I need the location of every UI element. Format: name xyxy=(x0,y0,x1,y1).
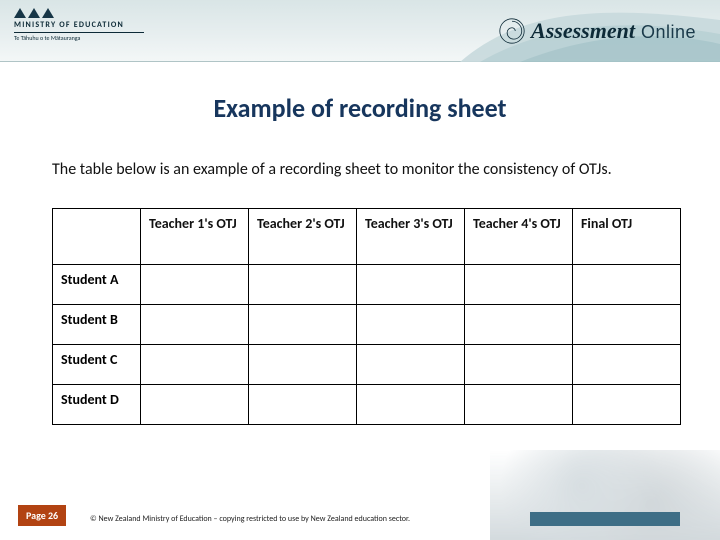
table-cell xyxy=(573,265,681,305)
table-cell xyxy=(465,305,573,345)
table-cell xyxy=(141,385,249,425)
table-row: Student B xyxy=(53,305,681,345)
table-cell xyxy=(465,345,573,385)
row-label-a: Student A xyxy=(53,265,141,305)
row-label-d: Student D xyxy=(53,385,141,425)
page-number-badge: Page 26 xyxy=(18,505,66,526)
moe-wordmark: MINISTRY OF EDUCATION xyxy=(14,20,144,33)
table-header-final: Final OTJ xyxy=(573,209,681,265)
slide-title: Example of recording sheet xyxy=(0,92,720,124)
table-cell xyxy=(249,385,357,425)
table-header-t1: Teacher 1's OTJ xyxy=(141,209,249,265)
table-cell xyxy=(141,305,249,345)
table-cell xyxy=(141,265,249,305)
recording-sheet-table: Teacher 1's OTJ Teacher 2's OTJ Teacher … xyxy=(52,208,681,425)
moe-subline: Te Tāhuhu o te Mātauranga xyxy=(14,34,174,42)
assessment-online-logo: Assessment Online xyxy=(499,18,696,44)
online-word: Online xyxy=(641,22,696,43)
table-cell xyxy=(573,385,681,425)
row-label-c: Student C xyxy=(53,345,141,385)
nautilus-icon xyxy=(499,18,525,44)
table-cell xyxy=(249,305,357,345)
table-cell xyxy=(357,345,465,385)
table-cell xyxy=(357,265,465,305)
table-cell xyxy=(465,385,573,425)
table-cell xyxy=(573,305,681,345)
moe-triangle-icon xyxy=(14,8,174,18)
header-band: MINISTRY OF EDUCATION Te Tāhuhu o te Māt… xyxy=(0,0,720,62)
intro-text: The table below is an example of a recor… xyxy=(52,160,680,181)
table-cell xyxy=(141,345,249,385)
table-header-row: Teacher 1's OTJ Teacher 2's OTJ Teacher … xyxy=(53,209,681,265)
moe-logo: MINISTRY OF EDUCATION Te Tāhuhu o te Māt… xyxy=(14,8,174,42)
row-label-b: Student B xyxy=(53,305,141,345)
footer-photo-art xyxy=(490,450,720,540)
table-row: Student A xyxy=(53,265,681,305)
table-row: Student D xyxy=(53,385,681,425)
table-header-t2: Teacher 2's OTJ xyxy=(249,209,357,265)
table-cell xyxy=(357,305,465,345)
table-cell xyxy=(249,265,357,305)
table-cell xyxy=(249,345,357,385)
assessment-word: Assessment xyxy=(531,18,635,44)
table-header-t4: Teacher 4's OTJ xyxy=(465,209,573,265)
table-cell xyxy=(357,385,465,425)
table-row: Student C xyxy=(53,345,681,385)
slide-root: MINISTRY OF EDUCATION Te Tāhuhu o te Māt… xyxy=(0,0,720,540)
table-header-t3: Teacher 3's OTJ xyxy=(357,209,465,265)
table-cell xyxy=(573,345,681,385)
table-cell xyxy=(465,265,573,305)
table-header-blank xyxy=(53,209,141,265)
footer-accent-bar xyxy=(530,512,680,526)
copyright-text: © New Zealand Ministry of Education – co… xyxy=(90,514,410,524)
